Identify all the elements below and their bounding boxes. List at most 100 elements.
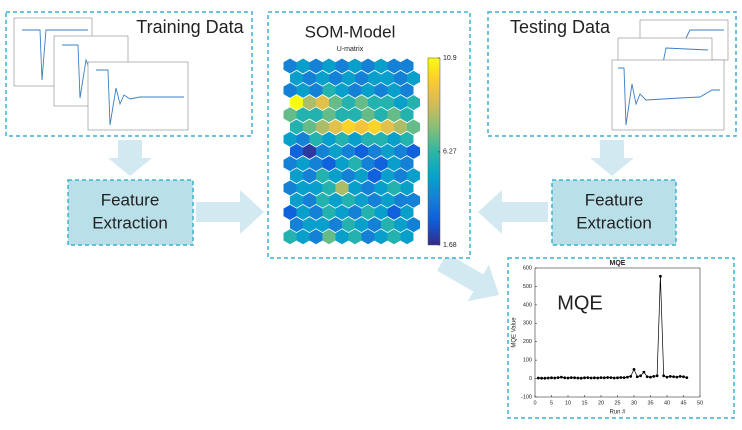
hex-cell: [316, 95, 329, 111]
hex-cell: [335, 82, 349, 98]
hex-cell: [374, 82, 388, 98]
hex-cell: [368, 95, 381, 111]
mqe-point: [576, 376, 580, 380]
hex-cell: [303, 143, 316, 159]
hex-cell: [374, 204, 388, 220]
hex-cell: [348, 204, 362, 220]
x-tick-label: 20: [598, 400, 604, 406]
y-tick-label: 100: [523, 358, 532, 364]
hex-cell: [283, 156, 297, 172]
hex-cell: [335, 156, 349, 172]
hex-cell: [374, 229, 388, 245]
colorbar-label: 10.9: [443, 55, 457, 62]
hex-cell: [374, 156, 388, 172]
hex-cell: [355, 70, 368, 86]
hex-cell: [290, 217, 303, 233]
x-tick-label: 35: [647, 400, 653, 406]
hex-cell: [387, 180, 401, 196]
hex-cell: [374, 107, 388, 123]
hex-cell: [309, 131, 323, 147]
feature-label: Feature: [101, 190, 160, 209]
hex-cell: [296, 131, 310, 147]
x-tick-label: 40: [664, 400, 670, 406]
chart-title: MQE: [610, 260, 626, 267]
mqe-box: [507, 257, 735, 419]
hex-cell: [348, 58, 362, 74]
hex-cell: [322, 107, 336, 123]
hex-cell: [322, 204, 336, 220]
mqe-point: [550, 376, 553, 380]
mqe-point: [645, 375, 649, 379]
hex-cell: [296, 82, 310, 98]
mqe-line: [538, 276, 687, 379]
hex-cell: [303, 119, 316, 135]
hex-cell: [296, 107, 310, 123]
hex-cell: [316, 143, 329, 159]
hex-cell: [387, 107, 401, 123]
hex-cell: [361, 58, 375, 74]
mqe-point: [675, 375, 679, 379]
x-tick-label: 45: [680, 400, 686, 406]
mqe-point: [589, 376, 593, 380]
hex-cell: [407, 95, 420, 111]
hex-cell: [342, 192, 355, 208]
hex-cell: [368, 143, 381, 159]
hex-cell: [400, 58, 414, 74]
hex-cell: [381, 143, 394, 159]
feature-box: [551, 179, 677, 246]
hex-cell: [296, 156, 310, 172]
hex-cell: [381, 70, 394, 86]
hex-cell: [290, 70, 303, 86]
hex-cell: [335, 58, 349, 74]
hex-cell: [303, 70, 316, 86]
hex-cell: [348, 229, 362, 245]
hex-cell: [361, 131, 375, 147]
hex-cell: [309, 107, 323, 123]
hex-cell: [309, 156, 323, 172]
hex-cell: [290, 95, 303, 111]
hex-cell: [329, 70, 342, 86]
hex-cell: [407, 217, 420, 233]
hex-cell: [407, 143, 420, 159]
hex-cell: [400, 107, 414, 123]
hex-cell: [348, 180, 362, 196]
mqe-point: [579, 376, 583, 380]
mqe-point: [566, 376, 570, 380]
mqe-label: MQE: [557, 292, 603, 314]
hex-cell: [303, 95, 316, 111]
mqe-point: [632, 367, 636, 371]
arrow: [196, 190, 264, 234]
hex-cell: [316, 168, 329, 184]
mqe-point: [593, 376, 596, 380]
feature-box: [67, 179, 194, 246]
hex-cell: [303, 217, 316, 233]
hex-cell: [355, 217, 368, 233]
hex-cell: [335, 229, 349, 245]
hex-cell: [329, 192, 342, 208]
hex-cell: [394, 70, 407, 86]
x-tick-label: 50: [697, 400, 703, 406]
mqe-point: [606, 376, 609, 379]
mqe-point: [573, 376, 576, 380]
hex-cell: [387, 229, 401, 245]
x-tick-label: 10: [565, 400, 571, 406]
training-title: Training Data: [136, 17, 244, 37]
hex-cell: [374, 131, 388, 147]
hex-cell: [368, 119, 381, 135]
hex-cell: [283, 107, 297, 123]
hex-cell: [342, 119, 355, 135]
mqe-point: [652, 374, 656, 378]
hex-cell: [329, 143, 342, 159]
mqe-point: [639, 374, 642, 378]
hex-cell: [316, 192, 329, 208]
hex-cell: [407, 192, 420, 208]
hex-cell: [283, 229, 297, 245]
hex-cell: [355, 143, 368, 159]
hex-cell: [381, 95, 394, 111]
hex-cell: [407, 119, 420, 135]
hex-cell: [290, 168, 303, 184]
y-tick-label: 300: [523, 321, 532, 327]
mqe-point: [546, 376, 550, 380]
hex-cell: [316, 119, 329, 135]
